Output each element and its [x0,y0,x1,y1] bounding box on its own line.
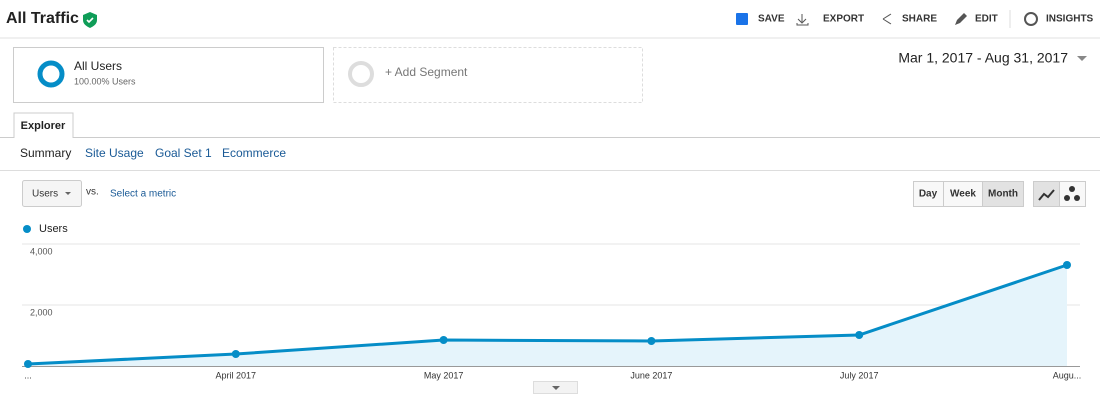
add-segment[interactable]: + Add Segment [385,65,468,79]
date-caret [1077,56,1087,61]
period-label: Month [988,189,1018,200]
period-label: Day [919,189,938,200]
caret [552,386,560,390]
point [439,336,448,345]
dot-icon [1064,195,1070,201]
tab[interactable] [13,112,74,138]
subtab[interactable]: Site Usage [85,146,144,160]
check [86,17,94,24]
export-icon [796,14,809,26]
subtab[interactable]: Goal Set 1 [155,146,212,160]
x-tick-label: May 2017 [424,370,464,380]
save-button[interactable]: SAVE [758,14,785,25]
period-button[interactable] [943,181,983,207]
y-tick-label: 2,000 [30,307,53,317]
period-button[interactable] [982,181,1024,207]
caret [65,192,71,195]
area [28,265,1067,366]
add-segment-ring [348,61,374,87]
add-segment-card[interactable] [333,47,643,103]
point [24,359,32,368]
vs-label: vs. [86,187,99,198]
motion-view-button[interactable] [1059,181,1086,207]
insights-button[interactable]: INSIGHTS [1046,14,1094,25]
select-metric[interactable]: Select a metric [110,189,176,200]
tab-label: Explorer [21,120,66,132]
subtab[interactable]: Ecommerce [222,146,286,160]
dot-icon [1069,186,1075,192]
page-title: All Traffic [6,10,79,27]
line-view-button[interactable] [1033,181,1060,207]
point [855,331,864,340]
period-label: Week [950,189,976,200]
date-range[interactable]: Mar 1, 2017 - Aug 31, 2017 [898,50,1068,66]
x-tick-label: ... [24,370,32,380]
period-button[interactable] [913,181,944,207]
x-tick-label: Augu... [1053,370,1082,380]
x-tick-label: April 2017 [216,370,257,380]
segment-name: All Users [74,59,122,73]
line [27,263,1068,366]
legend-marker [23,225,31,233]
x-tick-label: July 2017 [840,370,879,380]
insights-icon [1024,12,1038,26]
segment-ring [37,60,65,88]
save-icon [736,13,748,25]
point [647,336,656,345]
metric-label: Users [32,189,58,200]
legend-label: Users [39,223,68,235]
share-button[interactable]: SHARE [902,14,937,25]
line-icon [1038,189,1055,201]
chart: 2,000 4,000... April 2017 May 2017 June 2017… [22,223,1081,380]
metric-dropdown[interactable] [22,180,82,207]
share-icon [882,13,892,25]
segment-card[interactable] [13,47,324,103]
subtab[interactable]: Summary [20,146,71,160]
point [1063,261,1071,270]
export-button[interactable]: EXPORT [823,14,864,25]
y-tick-label: 4,000 [30,246,53,256]
point [231,350,240,359]
x-tick-label: June 2017 [630,370,672,380]
edit-icon [955,13,967,25]
dot-icon [1074,195,1080,201]
edit-button[interactable]: EDIT [975,14,998,25]
segment-detail: 100.00% Users [74,76,136,86]
header-bar [0,0,1100,38]
